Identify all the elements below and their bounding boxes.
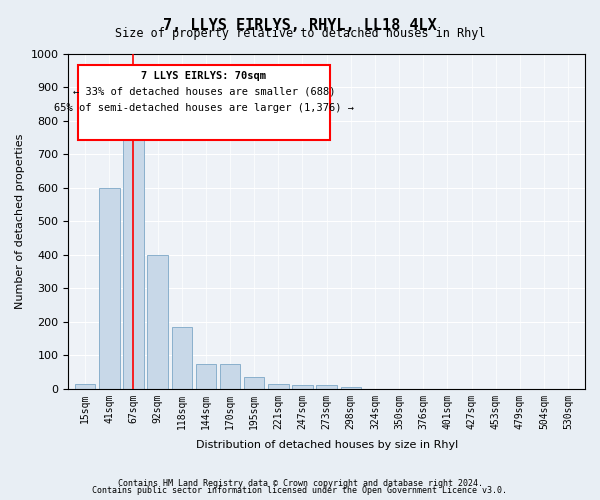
Bar bbox=[99, 188, 119, 389]
Bar bbox=[268, 384, 289, 389]
Bar bbox=[75, 384, 95, 389]
Bar bbox=[196, 364, 216, 389]
Text: 7 LLYS EIRLYS: 70sqm: 7 LLYS EIRLYS: 70sqm bbox=[142, 71, 266, 81]
Bar bbox=[148, 255, 168, 389]
Text: ← 33% of detached houses are smaller (688): ← 33% of detached houses are smaller (68… bbox=[73, 87, 335, 97]
Text: 65% of semi-detached houses are larger (1,376) →: 65% of semi-detached houses are larger (… bbox=[54, 103, 354, 113]
Text: Contains public sector information licensed under the Open Government Licence v3: Contains public sector information licen… bbox=[92, 486, 508, 495]
X-axis label: Distribution of detached houses by size in Rhyl: Distribution of detached houses by size … bbox=[196, 440, 458, 450]
Bar bbox=[172, 327, 192, 389]
Bar bbox=[341, 387, 361, 389]
Bar bbox=[220, 364, 241, 389]
Bar bbox=[244, 377, 265, 389]
Bar bbox=[292, 386, 313, 389]
Text: Contains HM Land Registry data © Crown copyright and database right 2024.: Contains HM Land Registry data © Crown c… bbox=[118, 478, 482, 488]
Bar bbox=[123, 131, 144, 389]
Bar bbox=[316, 386, 337, 389]
Text: 7, LLYS EIRLYS, RHYL, LL18 4LX: 7, LLYS EIRLYS, RHYL, LL18 4LX bbox=[163, 18, 437, 32]
Y-axis label: Number of detached properties: Number of detached properties bbox=[15, 134, 25, 309]
Text: Size of property relative to detached houses in Rhyl: Size of property relative to detached ho… bbox=[115, 28, 485, 40]
